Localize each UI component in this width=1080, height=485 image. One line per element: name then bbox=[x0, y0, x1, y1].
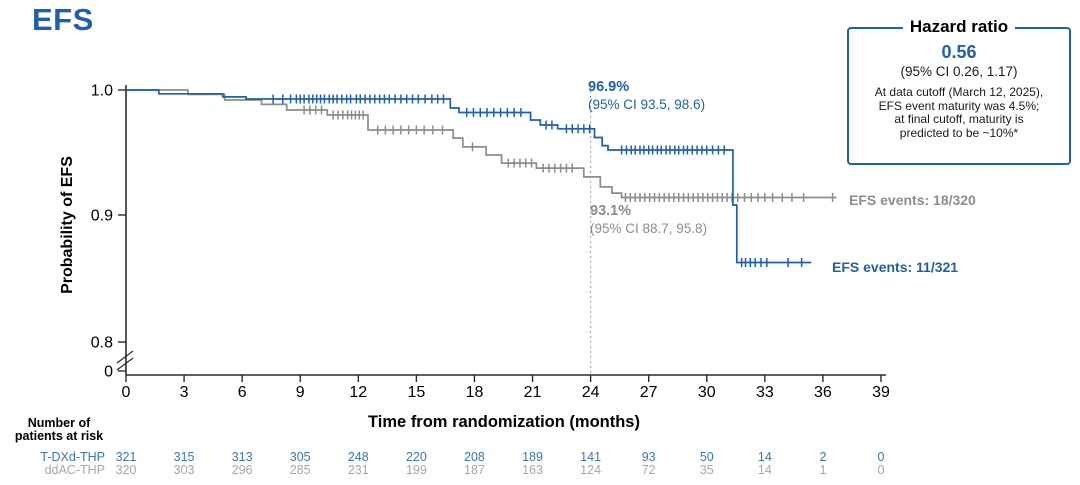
x-tick-label: 39 bbox=[872, 384, 890, 401]
risk-count-ddac-thp-m27: 72 bbox=[641, 463, 656, 477]
y-tick-label: 1.0 bbox=[91, 83, 113, 100]
km-curve-t-dxd-thp bbox=[126, 89, 812, 264]
risk-count-ddac-thp-m30: 35 bbox=[699, 463, 714, 477]
x-tick-label: 36 bbox=[814, 384, 832, 401]
risk-table-header: Number of patients at risk bbox=[8, 417, 110, 442]
hazard-ratio-ci: (95% CI 0.26, 1.17) bbox=[900, 64, 1018, 79]
risk-count-ddac-thp-m3: 303 bbox=[173, 463, 195, 477]
x-axis-title: Time from randomization (months) bbox=[368, 413, 640, 431]
tdxd-landmark-pct: 96.9% bbox=[588, 79, 630, 95]
risk-count-t-dxd-thp-m9: 305 bbox=[289, 450, 311, 464]
x-tick-label: 33 bbox=[756, 384, 774, 401]
risk-count-t-dxd-thp-m24: 141 bbox=[580, 450, 602, 464]
risk-count-t-dxd-thp-m33: 14 bbox=[757, 450, 772, 464]
risk-count-ddac-thp-m12: 231 bbox=[347, 463, 369, 477]
ddac-events-label: EFS events: 18/320 bbox=[849, 192, 976, 208]
note-line-3: at final cutoff, maturity is bbox=[894, 112, 1024, 126]
risk-count-ddac-thp-m36: 1 bbox=[819, 463, 827, 477]
axis-break-mark bbox=[116, 357, 134, 371]
risk-row-label-tdxd: T-DXd-THP bbox=[40, 450, 105, 464]
x-tick-label: 21 bbox=[524, 384, 542, 401]
risk-count-t-dxd-thp-m27: 93 bbox=[641, 450, 656, 464]
risk-count-t-dxd-thp-m21: 189 bbox=[522, 450, 543, 464]
y-tick-label: 0 bbox=[104, 364, 113, 381]
risk-count-t-dxd-thp-m36: 2 bbox=[819, 450, 827, 464]
risk-count-ddac-thp-m24: 124 bbox=[580, 463, 602, 477]
x-tick-label: 27 bbox=[640, 384, 658, 401]
risk-count-t-dxd-thp-m18: 208 bbox=[464, 450, 485, 464]
km-curve-ddac-thp bbox=[126, 89, 837, 199]
tdxd-events-label: EFS events: 11/321 bbox=[832, 259, 959, 275]
x-tick-label: 3 bbox=[180, 384, 189, 401]
x-tick-label: 18 bbox=[466, 384, 484, 401]
hazard-ratio-title: Hazard ratio bbox=[902, 17, 1016, 37]
risk-count-ddac-thp-m39: 0 bbox=[877, 463, 885, 477]
risk-count-t-dxd-thp-m0: 321 bbox=[115, 450, 137, 464]
risk-count-ddac-thp-m15: 199 bbox=[405, 463, 427, 477]
hazard-ratio-box: Hazard ratio 0.56 (95% CI 0.26, 1.17) At… bbox=[847, 17, 1071, 165]
risk-count-ddac-thp-m33: 14 bbox=[757, 463, 772, 477]
risk-count-ddac-thp-m21: 163 bbox=[522, 463, 543, 477]
risk-count-ddac-thp-m18: 187 bbox=[464, 463, 485, 477]
risk-count-ddac-thp-m9: 285 bbox=[289, 463, 311, 477]
y-tick-label: 0.8 bbox=[91, 335, 113, 352]
risk-count-t-dxd-thp-m30: 50 bbox=[699, 450, 714, 464]
hazard-ratio-note: At data cutoff (March 12, 2025), EFS eve… bbox=[849, 85, 1069, 140]
x-tick-label: 24 bbox=[582, 384, 600, 401]
risk-count-ddac-thp-m0: 320 bbox=[115, 463, 137, 477]
risk-count-t-dxd-thp-m12: 248 bbox=[347, 450, 369, 464]
x-tick-label: 6 bbox=[238, 384, 247, 401]
x-tick-label: 9 bbox=[296, 384, 305, 401]
y-axis-title: Probability of EFS bbox=[59, 156, 76, 294]
ddac-landmark-annotation: 93.1% (95% CI 88.7, 95.8) bbox=[590, 203, 707, 237]
risk-header-line1: Number of bbox=[27, 416, 91, 430]
risk-row-label-ddac: ddAC-THP bbox=[44, 463, 105, 477]
tdxd-landmark-annotation: 96.9% (95% CI 93.5, 98.6) bbox=[588, 79, 705, 113]
risk-count-t-dxd-thp-m6: 313 bbox=[231, 450, 253, 464]
risk-count-t-dxd-thp-m3: 315 bbox=[173, 450, 195, 464]
x-tick-label: 15 bbox=[407, 384, 425, 401]
risk-count-t-dxd-thp-m15: 220 bbox=[405, 450, 427, 464]
axis-break-mark bbox=[116, 350, 134, 364]
tdxd-landmark-ci: (95% CI 93.5, 98.6) bbox=[588, 97, 706, 112]
x-tick-label: 30 bbox=[698, 384, 716, 401]
note-line-2: EFS event maturity was 4.5%; bbox=[878, 98, 1040, 113]
risk-count-t-dxd-thp-m39: 0 bbox=[877, 450, 885, 464]
ddac-landmark-ci: (95% CI 88.7, 95.8) bbox=[590, 221, 708, 236]
hazard-ratio-value: 0.56 bbox=[941, 42, 977, 62]
risk-count-ddac-thp-m6: 296 bbox=[231, 463, 253, 477]
risk-header-line2: patients at risk bbox=[14, 428, 104, 443]
ddac-landmark-pct: 93.1% bbox=[590, 203, 632, 219]
note-line-1: At data cutoff (March 12, 2025), bbox=[874, 85, 1044, 99]
x-tick-label: 12 bbox=[349, 384, 367, 401]
y-tick-label: 0.9 bbox=[91, 208, 113, 225]
figure-title: EFS bbox=[32, 2, 94, 37]
x-tick-label: 0 bbox=[122, 384, 131, 401]
note-line-4: predicted to be ~10%* bbox=[899, 125, 1019, 140]
